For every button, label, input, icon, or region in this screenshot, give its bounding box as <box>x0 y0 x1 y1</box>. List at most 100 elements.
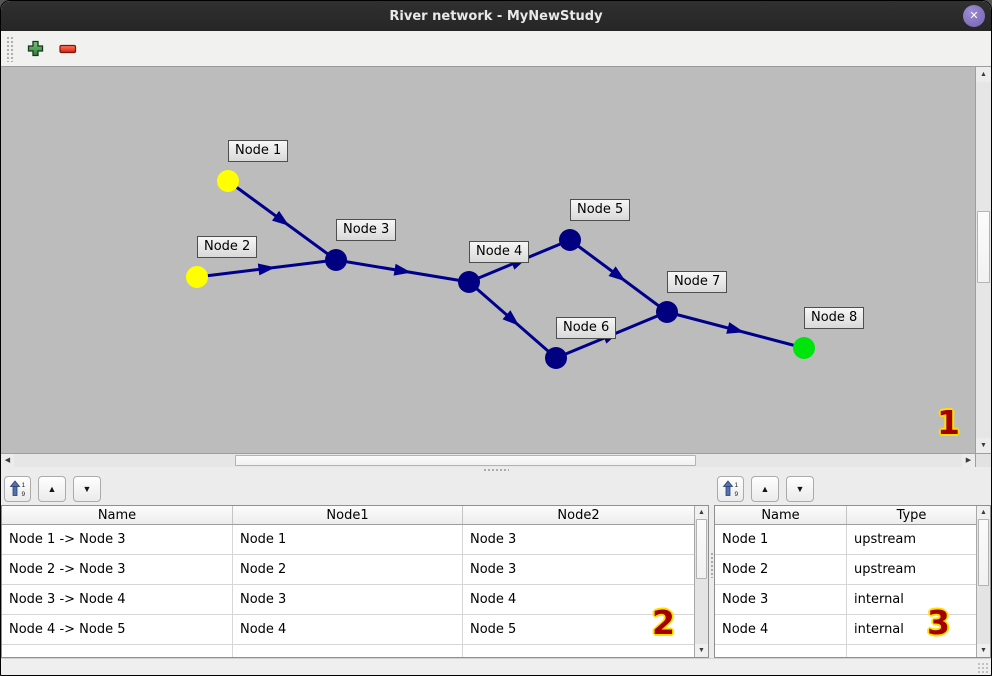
scroll-up-icon: ▲ <box>698 509 705 516</box>
node-label[interactable]: Node 1 <box>228 140 289 162</box>
cell[interactable]: Node 2 <box>233 555 463 584</box>
scroll-up-button[interactable]: ▲ <box>976 67 991 82</box>
svg-text:9: 9 <box>21 491 25 497</box>
scroll-thumb[interactable] <box>977 211 990 283</box>
cell[interactable]: Node 3 <box>715 585 847 614</box>
table-row[interactable]: Node 2 upstream <box>715 555 976 585</box>
move-row-up-button[interactable]: ▲ <box>38 475 66 502</box>
move-row-up-button[interactable]: ▲ <box>751 475 779 502</box>
node-label[interactable]: Node 2 <box>197 236 258 258</box>
edges-table-scrollbar[interactable]: ▲ ▼ <box>694 506 708 657</box>
remove-node-button[interactable] <box>56 37 80 61</box>
nodes-pane: 1 9 ▲ ▼ Name Type Node 1 upstream Node 2 up… <box>714 472 991 658</box>
edge-arrow-icon <box>272 210 290 226</box>
scroll-up-button[interactable]: ▲ <box>695 506 708 519</box>
add-node-button[interactable] <box>23 37 47 61</box>
table-row[interactable]: Node 1 -> Node 3 Node 1 Node 3 <box>2 525 694 555</box>
cell[interactable]: Node 3 <box>470 562 517 577</box>
svg-text:1: 1 <box>734 482 738 489</box>
cell[interactable]: Node 2 <box>715 555 847 584</box>
nodes-table-scrollbar[interactable]: ▲ ▼ <box>976 506 990 657</box>
scroll-down-button[interactable]: ▼ <box>977 644 990 657</box>
move-row-down-button[interactable]: ▼ <box>786 475 814 502</box>
close-icon: ✕ <box>969 10 979 22</box>
cell[interactable]: Node 3 <box>233 585 463 614</box>
scroll-down-icon: ▼ <box>980 647 987 654</box>
table-row[interactable]: Node 4 -> Node 5 Node 4 Node 5 <box>2 615 694 645</box>
node-node-7[interactable] <box>656 301 678 323</box>
move-row-down-button[interactable]: ▼ <box>73 475 101 502</box>
edges-table-body: Node 1 -> Node 3 Node 1 Node 3 Node 2 -> No… <box>2 525 694 645</box>
cell[interactable]: Node 1 <box>233 525 463 554</box>
scroll-thumb[interactable] <box>235 455 696 466</box>
scroll-track[interactable] <box>976 82 991 438</box>
sort-button[interactable]: 1 9 <box>4 475 31 502</box>
column-header[interactable]: Name <box>2 506 233 524</box>
edge-arrow-icon <box>726 322 745 334</box>
node-label[interactable]: Node 6 <box>556 317 617 339</box>
cell[interactable]: Node 2 -> Node 3 <box>2 555 233 584</box>
cell[interactable]: Node 3 <box>470 532 517 547</box>
scroll-thumb[interactable] <box>978 519 989 586</box>
node-node-4[interactable] <box>458 271 480 293</box>
scroll-track[interactable] <box>14 454 962 467</box>
network-canvas[interactable]: Node 1 Node 2 Node 3 Node 4 Node 5 Node 6 Node… <box>1 67 975 453</box>
edges-table-header: Name Node1 Node2 <box>2 506 694 525</box>
cell[interactable]: upstream <box>854 532 917 547</box>
arrow-up-icon: ▲ <box>760 483 770 494</box>
titlebar[interactable]: River network - MyNewStudy ✕ <box>1 1 991 31</box>
node-node-6[interactable] <box>545 347 567 369</box>
node-label[interactable]: Node 7 <box>667 271 728 293</box>
sort-ascending-icon: 1 9 <box>9 480 25 497</box>
scroll-up-button[interactable]: ▲ <box>977 506 990 519</box>
canvas-horizontal-scrollbar[interactable]: ◀ ▶ <box>1 454 975 467</box>
node-label[interactable]: Node 8 <box>804 307 865 329</box>
resize-grip-icon[interactable] <box>977 662 989 674</box>
node-node-1[interactable] <box>217 170 239 192</box>
column-header[interactable]: Name <box>715 506 847 524</box>
scroll-left-button[interactable]: ◀ <box>1 454 14 467</box>
cell[interactable]: Node 1 -> Node 3 <box>2 525 233 554</box>
node-node-8[interactable] <box>793 337 815 359</box>
splitter-handle-icon <box>483 467 509 472</box>
cell[interactable]: Node 4 <box>715 615 847 644</box>
cell[interactable]: internal <box>854 592 904 607</box>
toolbar-drag-handle[interactable] <box>6 35 15 62</box>
cell[interactable]: Node 4 -> Node 5 <box>2 615 233 644</box>
cell[interactable]: upstream <box>854 562 917 577</box>
cell[interactable]: internal <box>854 622 904 637</box>
scroll-track[interactable] <box>977 519 990 644</box>
node-node-5[interactable] <box>559 229 581 251</box>
sort-button[interactable]: 1 9 <box>717 475 744 502</box>
canvas-vertical-scrollbar[interactable]: ▲ ▼ <box>975 67 991 453</box>
cell[interactable]: Node 4 <box>470 592 517 607</box>
column-header[interactable]: Node1 <box>233 506 463 524</box>
close-button[interactable]: ✕ <box>963 5 985 27</box>
cell[interactable]: Node 1 <box>715 525 847 554</box>
scroll-right-button[interactable]: ▶ <box>962 454 975 467</box>
scroll-thumb[interactable] <box>696 519 707 579</box>
column-header[interactable]: Node2 <box>557 507 600 523</box>
column-header[interactable]: Type <box>896 507 927 523</box>
scroll-track[interactable] <box>695 519 708 644</box>
table-row[interactable]: Node 2 -> Node 3 Node 2 Node 3 <box>2 555 694 585</box>
scroll-down-button[interactable]: ▼ <box>976 438 991 453</box>
horizontal-splitter[interactable] <box>1 467 991 472</box>
table-row[interactable]: Node 4 internal <box>715 615 976 645</box>
table-row <box>2 645 694 657</box>
node-node-2[interactable] <box>186 266 208 288</box>
scroll-down-button[interactable]: ▼ <box>695 644 708 657</box>
table-row[interactable]: Node 3 -> Node 4 Node 3 Node 4 <box>2 585 694 615</box>
node-label[interactable]: Node 3 <box>336 219 397 241</box>
node-node-3[interactable] <box>325 249 347 271</box>
node-label[interactable]: Node 4 <box>469 241 530 263</box>
table-row[interactable]: Node 3 internal <box>715 585 976 615</box>
vertical-splitter[interactable] <box>709 472 714 658</box>
cell[interactable]: Node 3 -> Node 4 <box>2 585 233 614</box>
scrollbar-corner <box>975 454 991 467</box>
cell[interactable]: Node 5 <box>470 622 517 637</box>
node-label[interactable]: Node 5 <box>570 199 631 221</box>
cell[interactable]: Node 4 <box>233 615 463 644</box>
table-row[interactable]: Node 1 upstream <box>715 525 976 555</box>
